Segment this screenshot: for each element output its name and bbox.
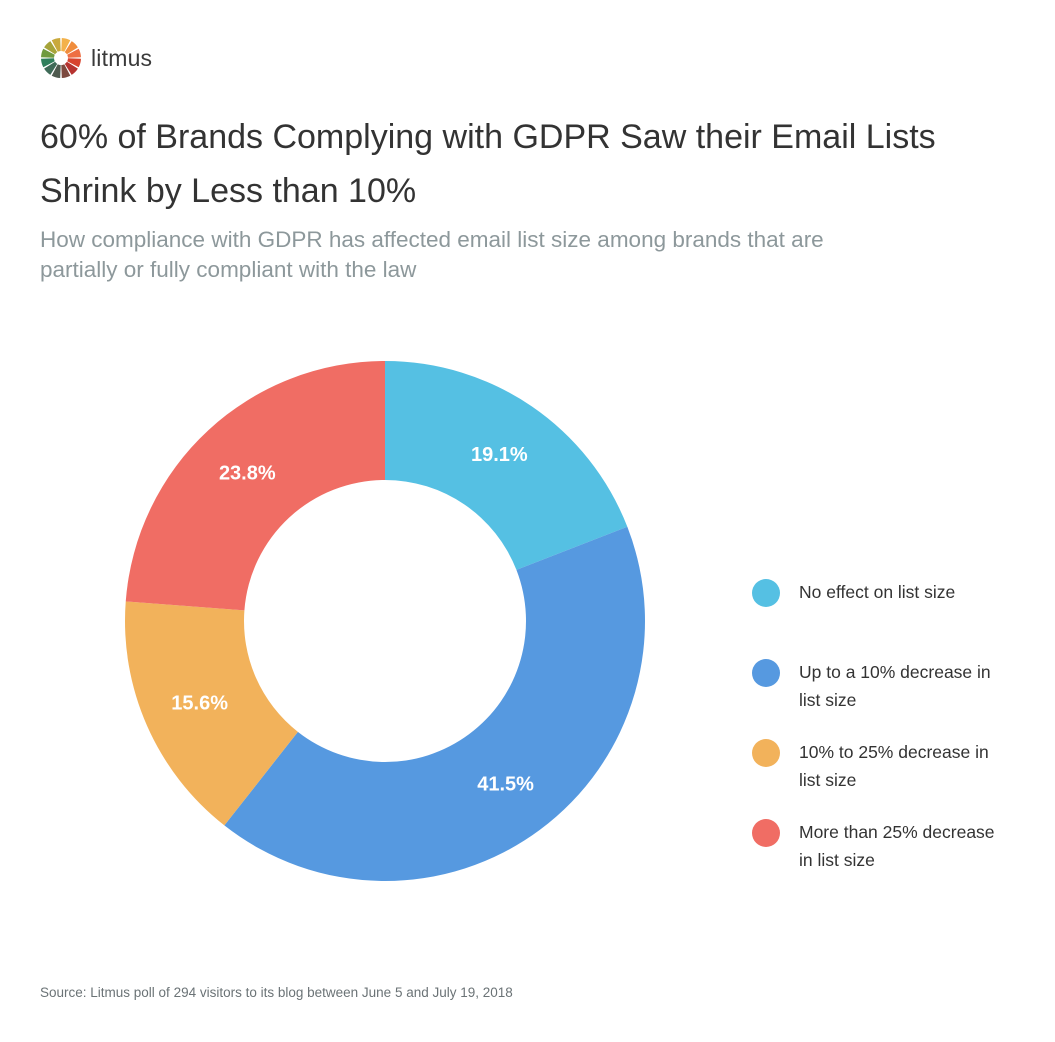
logo-wedge xyxy=(67,48,81,58)
logo-wedge xyxy=(61,64,71,78)
donut-slice xyxy=(385,361,628,570)
slice-data-label: 19.1% xyxy=(471,444,528,466)
chart-title: 60% of Brands Complying with GDPR Saw th… xyxy=(40,118,936,210)
legend-swatch xyxy=(752,739,780,767)
chart-legend: No effect on list size Up to a 10% decrea… xyxy=(752,578,999,898)
brand-name: litmus xyxy=(91,44,153,71)
logo-wedge xyxy=(41,58,55,68)
legend-swatch xyxy=(752,659,780,687)
legend-swatch xyxy=(752,579,780,607)
legend-swatch xyxy=(752,819,780,847)
logo-wedge xyxy=(67,58,81,68)
legend-label: More than 25% decrease in list size xyxy=(799,822,995,870)
logo-wedge xyxy=(44,41,58,55)
logo-wedge xyxy=(64,61,78,75)
source-note: Source: Litmus poll of 294 visitors to i… xyxy=(40,985,513,1000)
logo-wedge xyxy=(64,41,78,55)
legend-item: More than 25% decrease in list size xyxy=(752,818,999,898)
logo-wedge xyxy=(44,61,58,75)
legend-item: 10% to 25% decrease in list size xyxy=(752,738,999,818)
chart-subtitle: How compliance with GDPR has affected em… xyxy=(40,227,824,282)
logo-wedge xyxy=(61,38,71,52)
slice-data-label: 41.5% xyxy=(477,774,534,796)
legend-item: No effect on list size xyxy=(752,578,999,658)
logo-wedge xyxy=(51,64,61,78)
donut-slice xyxy=(125,361,386,611)
legend-label: 10% to 25% decrease in list size xyxy=(799,742,989,790)
slice-data-label: 23.8% xyxy=(219,463,276,485)
legend-item: Up to a 10% decrease in list size xyxy=(752,658,999,738)
litmus-color-wheel-icon xyxy=(41,38,81,78)
brand: litmus xyxy=(40,37,152,79)
donut-slice xyxy=(124,601,298,826)
legend-label: No effect on list size xyxy=(799,582,956,602)
logo-wedge xyxy=(51,38,61,52)
legend-label: Up to a 10% decrease in list size xyxy=(799,662,991,710)
slice-data-label: 15.6% xyxy=(171,693,228,715)
logo-wedge xyxy=(41,48,55,58)
donut-slice xyxy=(224,526,646,882)
